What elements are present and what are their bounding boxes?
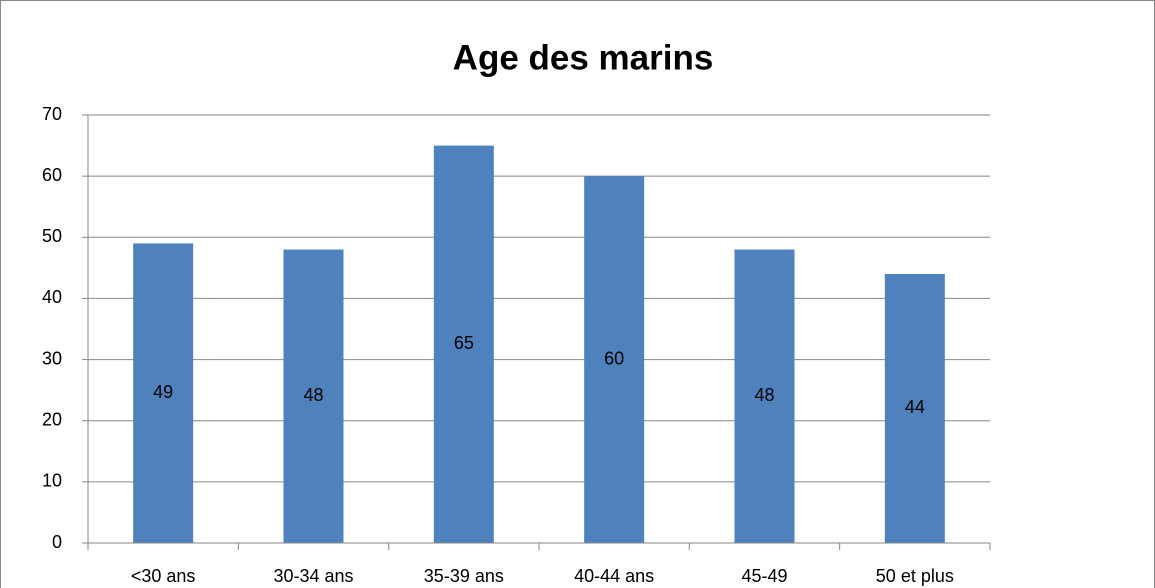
bar [433,145,494,544]
data-label: 48 [754,385,774,405]
y-tick-label: 20 [42,409,62,429]
data-label: 49 [153,382,173,402]
x-tick-label: 45-49 [741,566,787,586]
bar [734,249,795,543]
data-label: 48 [303,385,323,405]
y-tick-label: 70 [42,104,62,124]
x-tick-label: <30 ans [131,566,196,586]
y-tick-label: 0 [52,532,62,552]
chart-title: Age des marins [453,38,714,77]
bar [283,249,344,543]
x-tick-label: 35-39 ans [424,566,504,586]
bar [584,176,645,543]
y-tick-label: 50 [42,226,62,246]
y-tick-label: 10 [42,471,62,491]
x-tick-label: 50 et plus [876,566,954,586]
bar [133,243,194,543]
data-label: 60 [604,348,624,368]
data-label: 44 [905,397,925,417]
x-tick-label: 30-34 ans [273,566,353,586]
y-tick-label: 60 [42,165,62,185]
y-tick-label: 40 [42,287,62,307]
bar [884,273,945,543]
data-label: 65 [454,333,474,353]
y-tick-label: 30 [42,348,62,368]
x-tick-label: 40-44 ans [574,566,654,586]
